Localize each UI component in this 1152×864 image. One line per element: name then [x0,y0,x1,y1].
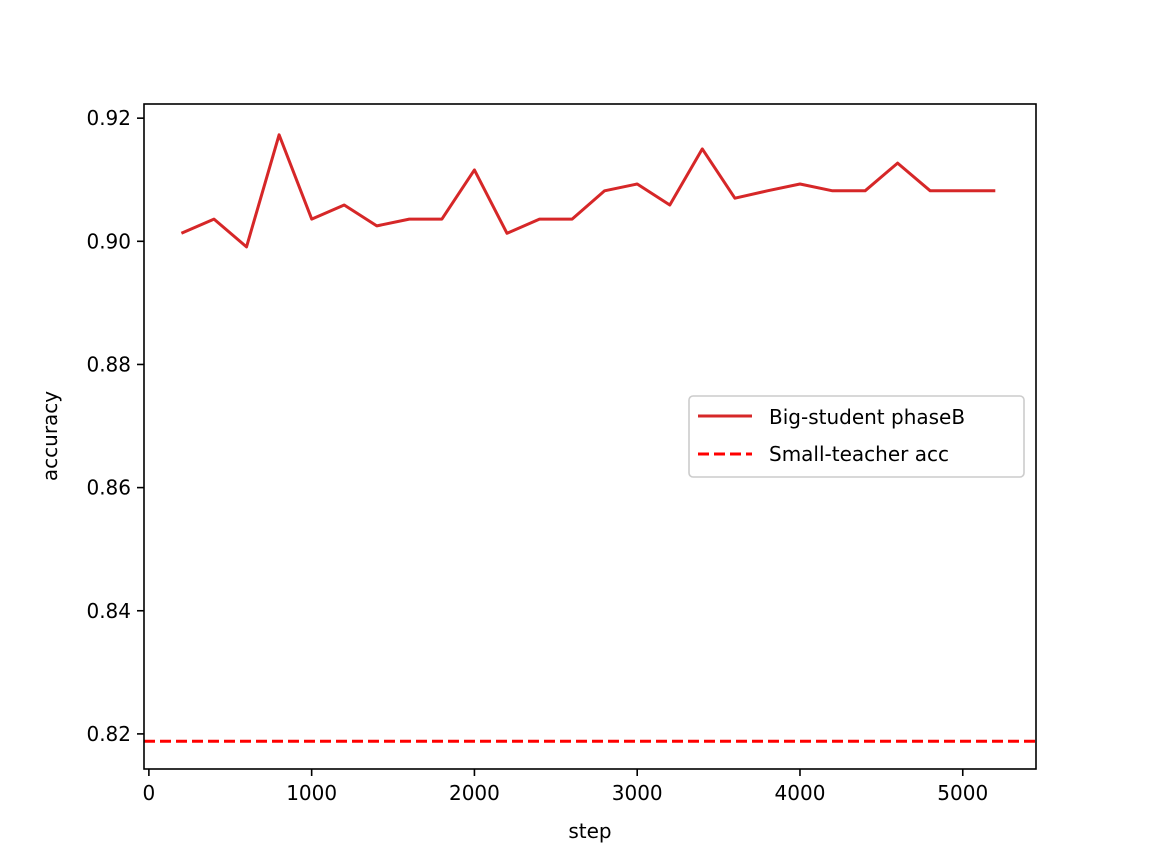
y-tick-label: 0.90 [86,229,131,253]
legend-box [688,395,1025,478]
x-tick-label: 0 [143,781,156,805]
x-axis: 0 1000 2000 3000 4000 5000 [143,769,988,805]
y-axis: 0.82 0.84 0.86 0.88 0.90 0.92 [86,106,144,746]
x-axis-label: step [568,819,611,843]
legend-label-small-teacher: Small-teacher acc [769,442,949,466]
x-tick-label: 1000 [286,781,337,805]
y-tick-label: 0.86 [86,476,131,500]
series-line-big-student [180,133,996,249]
x-tick-label: 3000 [612,781,663,805]
series-layer [144,133,1036,743]
x-tick-label: 4000 [775,781,826,805]
legend: Big-student phaseB Small-teacher acc [688,395,1025,478]
y-tick-label: 0.88 [86,352,131,376]
y-tick-label: 0.82 [86,722,131,746]
x-tick-label: 2000 [449,781,500,805]
y-tick-label: 0.84 [86,599,131,623]
plot-frame [143,103,1037,770]
x-tick-label: 5000 [937,781,988,805]
legend-label-big-student: Big-student phaseB [769,405,965,429]
y-tick-label: 0.92 [86,106,131,130]
y-axis-label: accuracy [38,391,62,481]
